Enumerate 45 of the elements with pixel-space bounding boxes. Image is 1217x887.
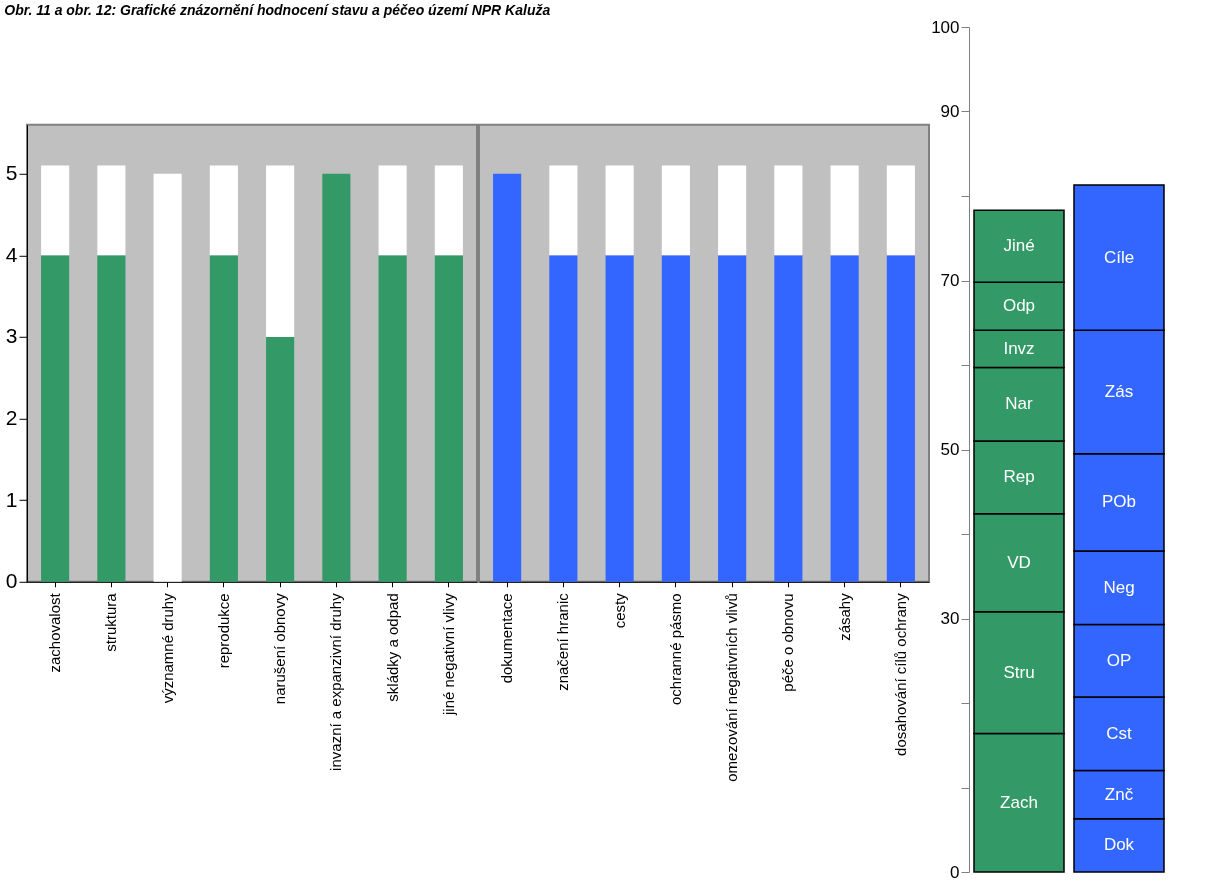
series-label: Nar bbox=[1005, 394, 1034, 414]
y-tick-label: 100 bbox=[931, 17, 960, 37]
x-tick-label: omezování negativních vlivů bbox=[723, 593, 741, 782]
series-label: POb bbox=[1101, 492, 1137, 512]
series-label: Invz bbox=[1003, 338, 1035, 358]
y-tick-label: 30 bbox=[940, 609, 960, 628]
y-tick-label: 70 bbox=[940, 271, 960, 290]
series-label: VD bbox=[1007, 552, 1031, 572]
series-label: Odp bbox=[1002, 296, 1036, 316]
x-tick-label: významné druhy bbox=[158, 592, 176, 704]
x-tick-label: ochranné pásmo bbox=[666, 593, 684, 706]
series-label: Znč bbox=[1104, 784, 1134, 804]
x-tick-label: dokumentace bbox=[498, 593, 516, 684]
x-tick-label: zachovalost bbox=[46, 592, 64, 673]
y-tick-label: 50 bbox=[940, 440, 960, 459]
series-label: Neg bbox=[1103, 577, 1135, 597]
x-tick-label: značení hranic bbox=[554, 592, 572, 691]
y-tick-label: 0 bbox=[5, 569, 18, 593]
series-label: Rep bbox=[1003, 467, 1035, 487]
x-tick-label: dosahování cílů ochrany bbox=[891, 592, 909, 756]
series-label: Stru bbox=[1003, 662, 1035, 682]
series-label: Dok bbox=[1103, 835, 1135, 855]
series-label: Cst bbox=[1106, 723, 1133, 743]
x-tick-label: zásahy bbox=[835, 592, 853, 641]
series-label: Zach bbox=[1000, 792, 1038, 812]
series-label: Zás bbox=[1104, 382, 1134, 402]
x-tick-label: jiné negativní vlivy bbox=[439, 592, 457, 717]
series-label: OP bbox=[1106, 650, 1132, 670]
chart-title: Obr. 11 a obr. 12: Grafické znázornění hodnocení stavu a péčeo území NPR Kaluža bbox=[4, 2, 551, 18]
y-tick-label: 2 bbox=[5, 406, 18, 430]
y-tick-label: 0 bbox=[950, 862, 960, 882]
y-tick-label: 90 bbox=[940, 102, 960, 121]
y-tick-label: 1 bbox=[5, 487, 18, 511]
y-tick-label: 3 bbox=[5, 324, 18, 348]
x-tick-label: struktura bbox=[102, 592, 120, 652]
x-tick-label: cesty bbox=[610, 592, 628, 629]
series-label: Cíle bbox=[1103, 247, 1135, 267]
y-tick-label: 5 bbox=[5, 161, 18, 185]
x-tick-label: skládky a odpad bbox=[383, 593, 401, 702]
y-tick-label: 4 bbox=[5, 242, 18, 266]
series-label: Jiné bbox=[1003, 236, 1035, 256]
x-tick-label: invazní a expanzivní druhy bbox=[327, 592, 345, 771]
x-tick-label: narušení obnovy bbox=[271, 592, 289, 705]
x-tick-label: péče o obnovu bbox=[779, 593, 797, 692]
x-tick-label: reprodukce bbox=[214, 593, 232, 669]
